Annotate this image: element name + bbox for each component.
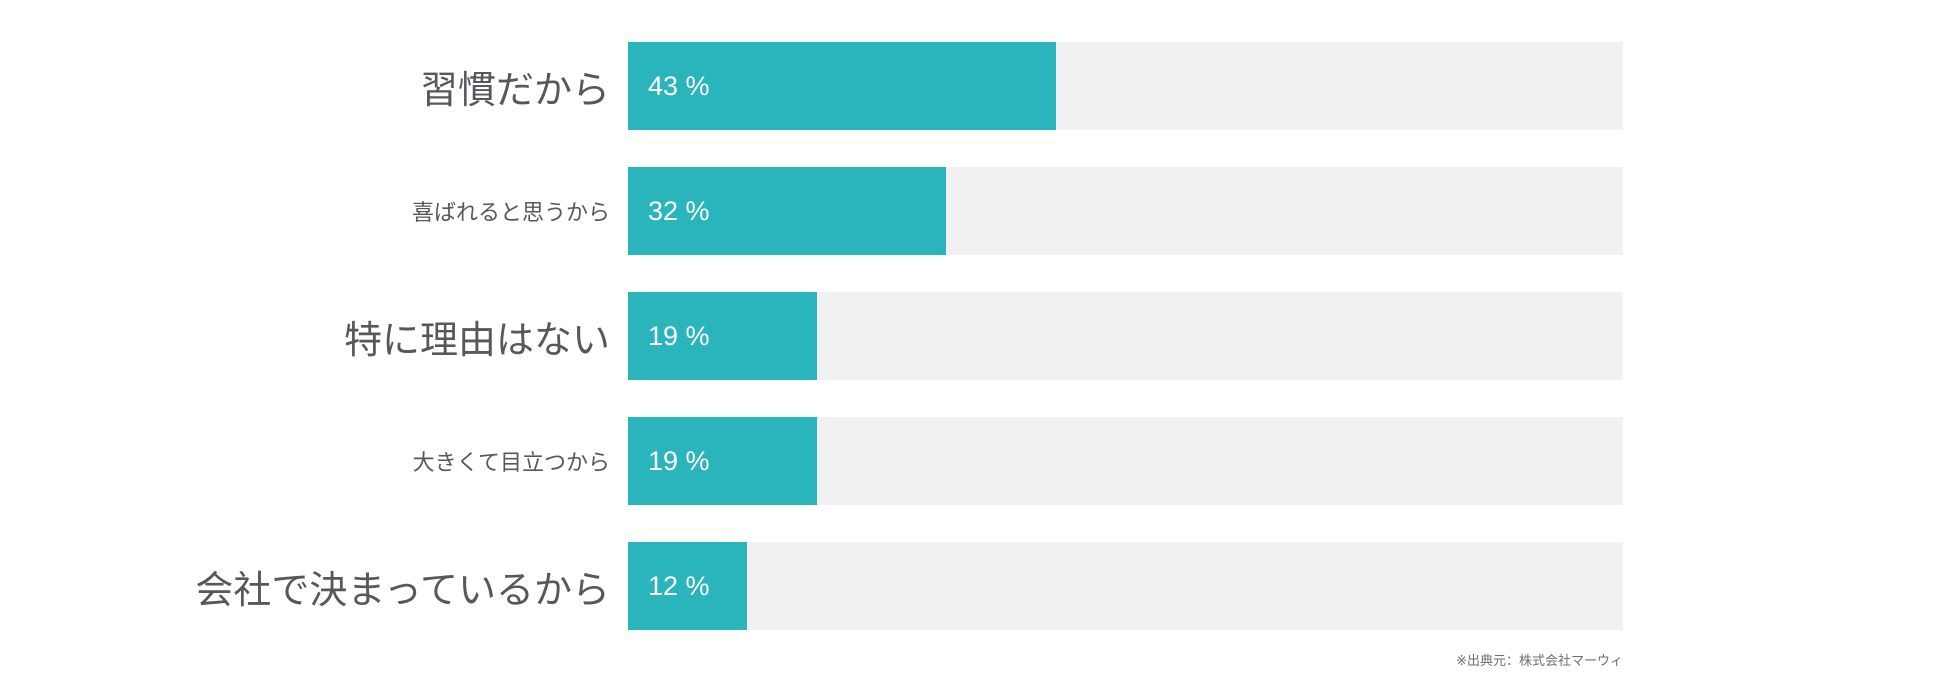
bar: 19 % <box>628 292 818 380</box>
bar-track: 19 % <box>628 417 1623 505</box>
chart-row: 習慣だから 43 % <box>0 42 1950 130</box>
bar-track: 43 % <box>628 42 1623 130</box>
chart-row: 大きくて目立つから 19 % <box>0 417 1950 505</box>
bar-value-label: 19 % <box>648 445 710 476</box>
bar-track: 19 % <box>628 292 1623 380</box>
category-label: 喜ばれると思うから <box>411 200 610 225</box>
bar-track: 12 % <box>628 542 1623 630</box>
bar: 12 % <box>628 542 748 630</box>
bar-value-label: 43 % <box>648 70 710 101</box>
category-label: 習慣だから <box>419 69 610 112</box>
source-note: ※出典元：株式会社マーウィ <box>1456 653 1623 668</box>
bar: 19 % <box>628 417 818 505</box>
chart-row: 喜ばれると思うから 32 % <box>0 167 1950 255</box>
bar-value-label: 12 % <box>648 570 710 601</box>
bar-track: 32 % <box>628 167 1623 255</box>
chart-rows: 習慣だから 43 % 喜ばれると思うから 32 % 特に理由はない 19 % 大… <box>0 42 1950 630</box>
chart-row: 会社で決まっているから 12 % <box>0 542 1950 630</box>
bar-value-label: 32 % <box>648 195 710 226</box>
bar-value-label: 19 % <box>648 320 710 351</box>
chart-row: 特に理由はない 19 % <box>0 292 1950 380</box>
category-label: 大きくて目立つから <box>412 450 610 475</box>
category-label: 会社で決まっているから <box>195 569 610 612</box>
category-label: 特に理由はない <box>343 319 610 362</box>
bar: 43 % <box>628 42 1056 130</box>
bar: 32 % <box>628 167 947 255</box>
